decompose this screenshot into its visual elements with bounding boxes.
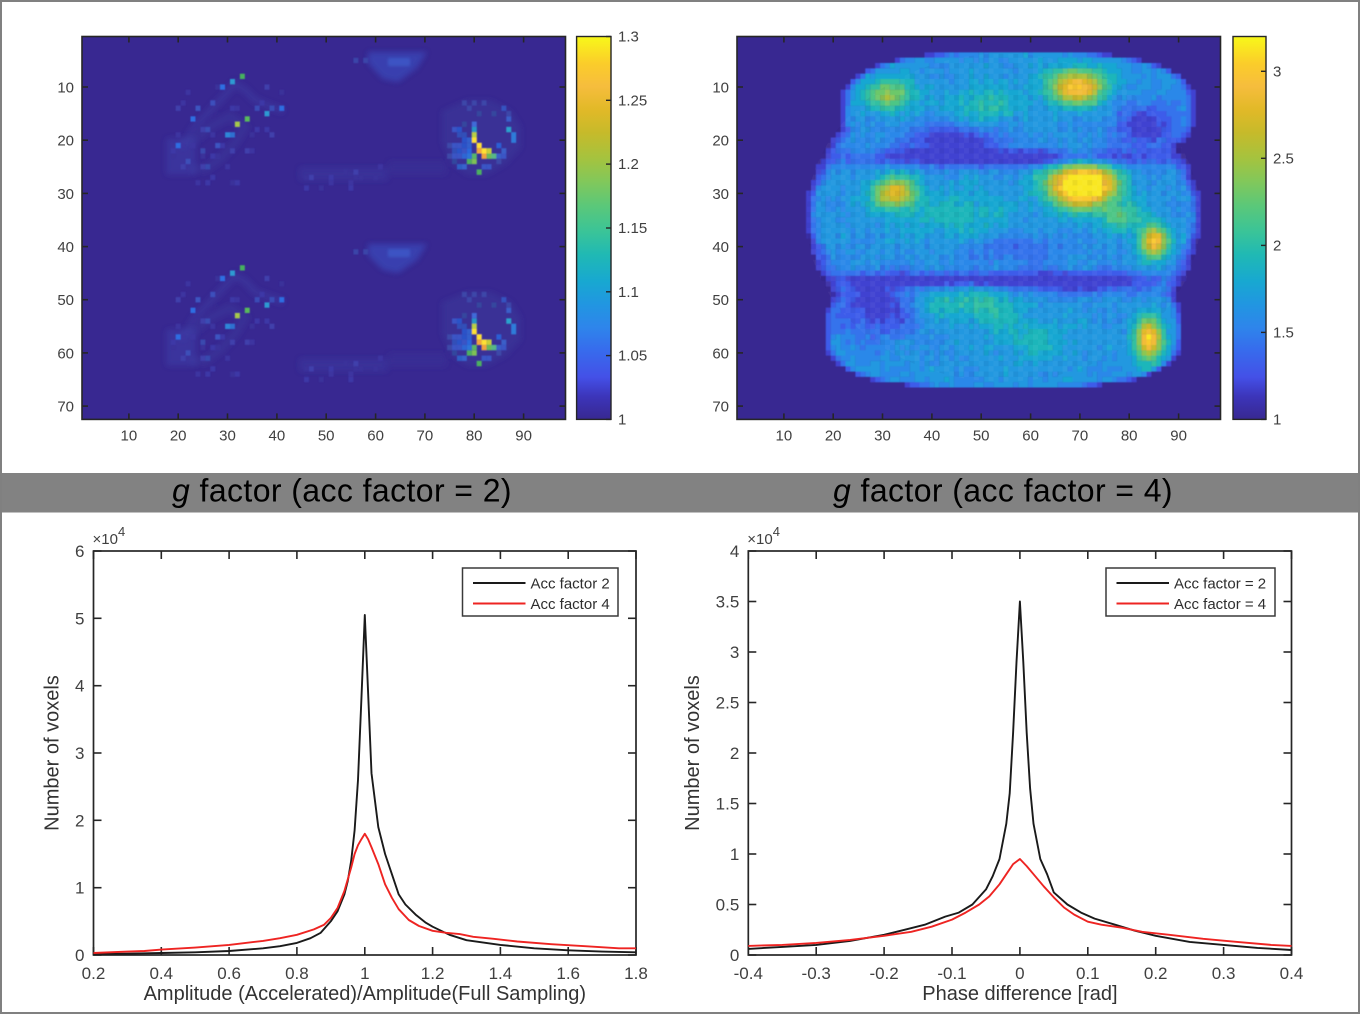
svg-text:30: 30: [874, 427, 891, 444]
svg-text:2: 2: [75, 811, 84, 830]
svg-text:10: 10: [776, 427, 793, 444]
svg-text:30: 30: [57, 186, 74, 203]
svg-text:20: 20: [57, 133, 74, 150]
svg-text:4: 4: [730, 542, 739, 561]
svg-text:1.5: 1.5: [1273, 324, 1294, 341]
svg-text:60: 60: [367, 427, 384, 444]
svg-text:50: 50: [973, 427, 990, 444]
svg-text:10: 10: [121, 427, 138, 444]
svg-text:Number of voxels: Number of voxels: [682, 675, 704, 831]
svg-text:20: 20: [712, 133, 729, 150]
svg-text:0.4: 0.4: [1280, 964, 1304, 983]
svg-text:Phase difference [rad]: Phase difference [rad]: [922, 983, 1117, 1005]
svg-text:2: 2: [730, 744, 739, 763]
svg-text:40: 40: [712, 239, 729, 256]
svg-text:20: 20: [170, 427, 187, 444]
svg-text:-0.4: -0.4: [734, 964, 763, 983]
svg-text:-0.2: -0.2: [869, 964, 898, 983]
svg-text:1.15: 1.15: [618, 220, 647, 237]
svg-text:1.3: 1.3: [618, 29, 639, 46]
svg-text:40: 40: [269, 427, 286, 444]
svg-text:Number of voxels: Number of voxels: [42, 675, 64, 831]
svg-text:1.4: 1.4: [489, 964, 513, 983]
svg-text:2.5: 2.5: [1273, 150, 1294, 167]
svg-text:10: 10: [57, 80, 74, 97]
svg-text:1.2: 1.2: [421, 964, 445, 983]
svg-text:3: 3: [730, 643, 739, 662]
svg-text:0: 0: [730, 946, 739, 965]
svg-text:1.8: 1.8: [624, 964, 648, 983]
svg-text:3: 3: [75, 744, 84, 763]
svg-text:0: 0: [75, 946, 84, 965]
svg-text:0.5: 0.5: [716, 896, 740, 915]
svg-text:1: 1: [1273, 411, 1281, 428]
svg-text:1: 1: [730, 845, 739, 864]
svg-text:g factor (acc factor = 4): g factor (acc factor = 4): [833, 473, 1173, 509]
svg-text:3: 3: [1273, 63, 1281, 80]
svg-text:0.2: 0.2: [82, 964, 106, 983]
svg-text:90: 90: [1170, 427, 1187, 444]
svg-text:50: 50: [712, 292, 729, 309]
svg-text:3.5: 3.5: [716, 593, 740, 612]
svg-text:20: 20: [825, 427, 842, 444]
svg-text:Acc factor 4: Acc factor 4: [531, 596, 610, 613]
svg-text:1.1: 1.1: [618, 284, 639, 301]
svg-text:1.05: 1.05: [618, 348, 647, 365]
svg-text:80: 80: [466, 427, 483, 444]
svg-text:10: 10: [712, 80, 729, 97]
svg-text:60: 60: [1022, 427, 1039, 444]
svg-text:2: 2: [1273, 237, 1281, 254]
svg-text:0: 0: [1015, 964, 1024, 983]
svg-text:1.6: 1.6: [556, 964, 580, 983]
svg-text:30: 30: [712, 186, 729, 203]
svg-text:0.8: 0.8: [285, 964, 309, 983]
svg-text:40: 40: [924, 427, 941, 444]
svg-text:Acc factor 2: Acc factor 2: [531, 576, 610, 593]
svg-text:1: 1: [75, 879, 84, 898]
svg-text:70: 70: [57, 399, 74, 416]
svg-text:80: 80: [1121, 427, 1138, 444]
svg-text:70: 70: [1072, 427, 1089, 444]
svg-text:Acc factor = 4: Acc factor = 4: [1174, 596, 1266, 613]
svg-text:50: 50: [318, 427, 335, 444]
svg-text:70: 70: [417, 427, 434, 444]
svg-text:1.2: 1.2: [618, 156, 639, 173]
svg-text:1: 1: [618, 411, 626, 428]
svg-text:1.25: 1.25: [618, 92, 647, 109]
svg-text:1: 1: [360, 964, 369, 983]
svg-text:70: 70: [712, 399, 729, 416]
svg-text:2.5: 2.5: [716, 694, 740, 713]
svg-text:0.3: 0.3: [1212, 964, 1236, 983]
svg-text:Amplitude (Accelerated)/Amplit: Amplitude (Accelerated)/Amplitude(Full S…: [144, 983, 586, 1005]
svg-text:4: 4: [75, 677, 84, 696]
svg-text:6: 6: [75, 542, 84, 561]
svg-text:Acc factor = 2: Acc factor = 2: [1174, 576, 1266, 593]
svg-text:0.4: 0.4: [149, 964, 173, 983]
svg-text:0.1: 0.1: [1076, 964, 1100, 983]
svg-text:0.2: 0.2: [1144, 964, 1168, 983]
svg-text:5: 5: [75, 609, 84, 628]
svg-text:-0.3: -0.3: [802, 964, 831, 983]
svg-text:30: 30: [219, 427, 236, 444]
svg-text:-0.1: -0.1: [937, 964, 966, 983]
svg-text:g factor (acc factor = 2): g factor (acc factor = 2): [172, 473, 512, 509]
svg-text:0.6: 0.6: [217, 964, 241, 983]
svg-text:60: 60: [712, 345, 729, 362]
svg-text:1.5: 1.5: [716, 795, 740, 814]
svg-text:40: 40: [57, 239, 74, 256]
svg-text:50: 50: [57, 292, 74, 309]
svg-text:60: 60: [57, 345, 74, 362]
svg-text:90: 90: [515, 427, 532, 444]
